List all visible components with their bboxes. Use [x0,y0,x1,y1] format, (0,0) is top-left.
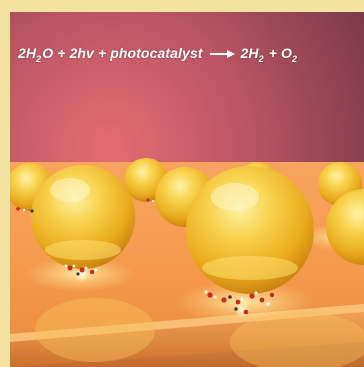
sphere-highlight-left [50,178,90,202]
reaction-arrow-icon [209,49,235,59]
plus-sign-1: + [57,45,66,61]
plus-sign-2: + [97,45,107,61]
floor-glow-center [175,280,315,324]
molecules-center [204,290,275,315]
product-oxygen-subscript: 2 [292,54,298,64]
light-spot-left [75,268,89,282]
product-hydrogen-subscript: 2 [258,54,264,64]
plus-sign-3: + [268,45,278,61]
water-splitting-equation: 2H2O + 2hv + photocatalyst 2H2 + O2 [18,43,362,65]
product-hydrogen-coeff: 2H [240,45,259,61]
sphere-reflection-left [45,240,121,260]
molecules-left [64,264,98,276]
scene-illustration [10,12,364,367]
photocatalysis-scene [10,12,364,367]
molecules-back [16,198,155,213]
surface-front-edge [10,312,364,367]
product-oxygen: O [281,45,293,61]
reactant-water-subscript: 2 [36,54,42,64]
reactant-water-coeff: 2H [18,45,37,61]
nanoparticle-front-left [35,298,155,362]
nanoparticle-large-right [326,189,364,265]
nanoparticle-front-right [230,312,364,367]
sphere-reflection-center [202,256,298,280]
reactant-photon: 2hv [69,45,94,61]
sphere-highlight-center [211,183,259,211]
reactant-photocatalyst: photocatalyst [110,45,203,61]
reactant-water-oxygen: O [42,45,54,61]
